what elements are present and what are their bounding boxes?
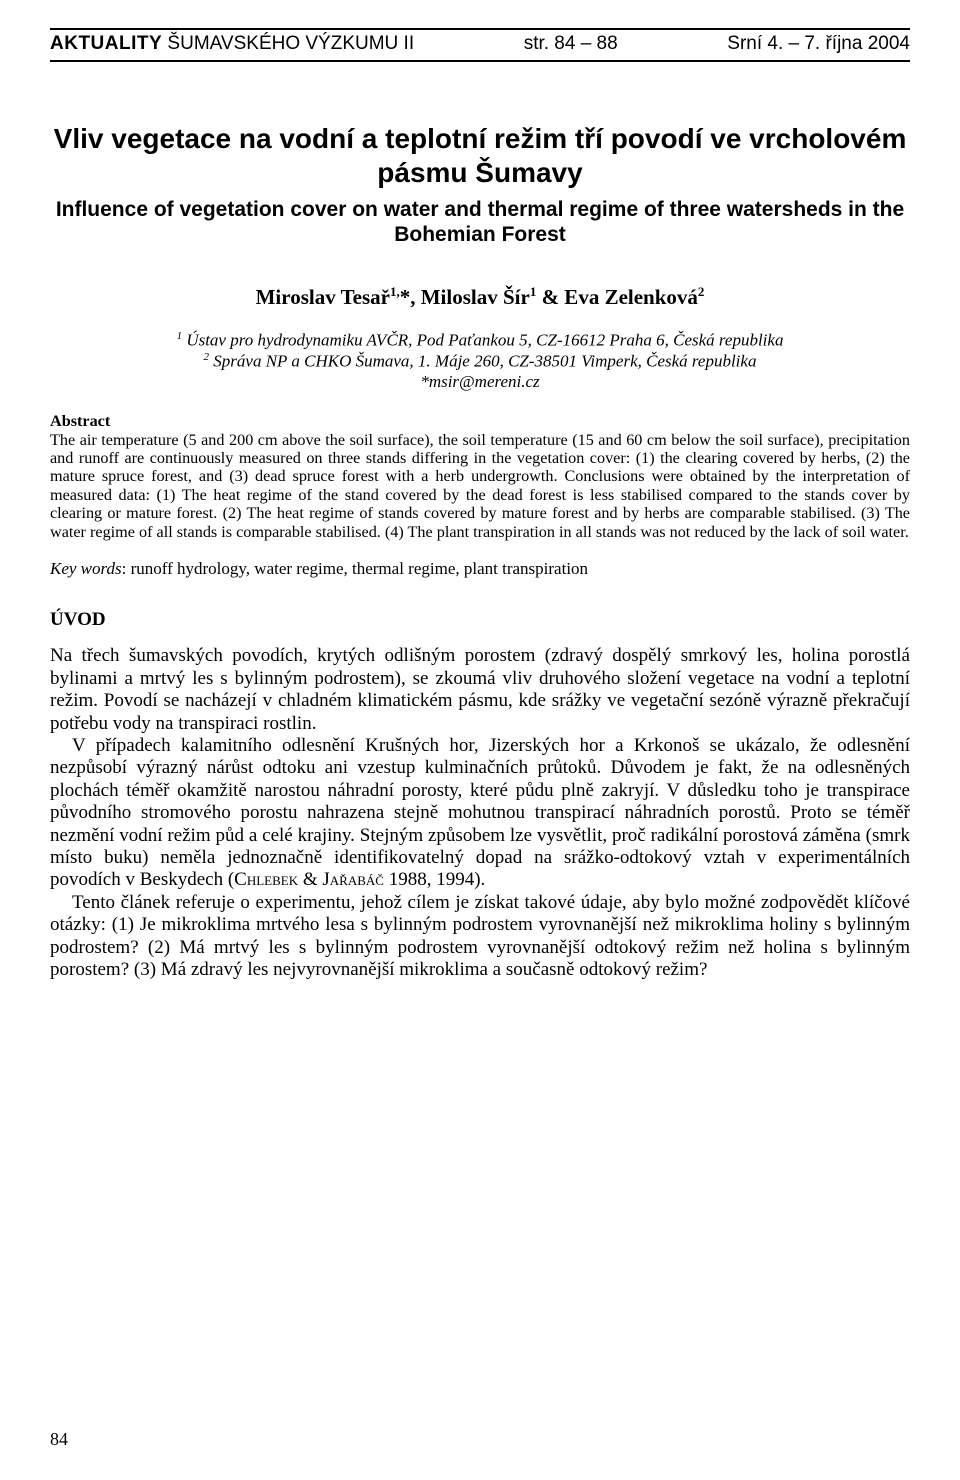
affiliations: 1 Ústav pro hydrodynamiku AVČR, Pod Paťa… [50,330,910,392]
abstract-text: The air temperature (5 and 200 cm above … [50,431,910,541]
page-number: 84 [50,1429,68,1450]
section-heading-rest: VOD [64,609,106,630]
keywords: Key words: runoff hydrology, water regim… [50,559,910,579]
body-paragraph: Tento článek referuje o experimentu, jeh… [50,892,910,982]
keywords-label: Key words [50,559,122,578]
article-title-english: Influence of vegetation cover on water a… [50,197,910,247]
body-paragraph: Na třech šumavských povodích, krytých od… [50,645,910,735]
authors: Miroslav Tesař1,*, Miloslav Šír1 & Eva Z… [50,284,910,310]
abstract-heading: Abstract [50,412,110,430]
section-heading-uvod: ÚVOD [50,609,910,631]
journal-name: AKTUALITY ŠUMAVSKÉHO VÝZKUMU II [50,33,414,55]
page-range: str. 84 – 88 [524,33,618,55]
running-header: AKTUALITY ŠUMAVSKÉHO VÝZKUMU II str. 84 … [50,28,910,62]
keywords-text: : runoff hydrology, water regime, therma… [122,559,588,578]
journal-name-rest: ŠUMAVSKÉHO VÝZKUMU II [162,33,414,54]
article-title-czech: Vliv vegetace na vodní a teplotní režim … [50,122,910,189]
abstract: Abstract The air temperature (5 and 200 … [50,412,910,541]
event-info: Srní 4. – 7. října 2004 [727,33,910,55]
journal-name-bold: AKTUALITY [50,33,162,54]
body-paragraph: V případech kalamitního odlesnění Krušný… [50,735,910,892]
section-heading-first: Ú [50,609,64,630]
